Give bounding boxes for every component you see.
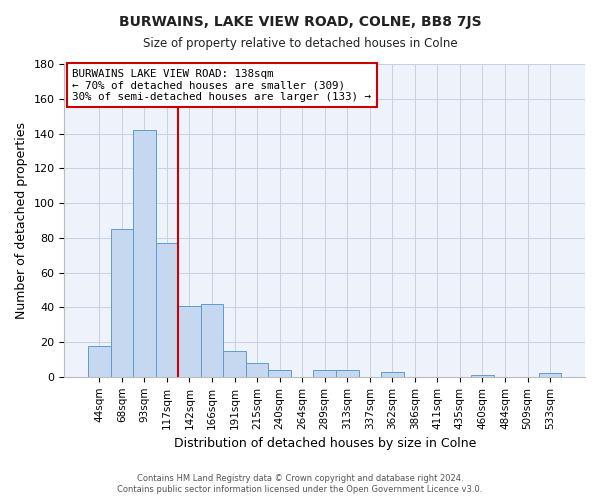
- Bar: [381, 372, 404, 377]
- Text: Size of property relative to detached houses in Colne: Size of property relative to detached ho…: [143, 38, 457, 51]
- Bar: [313, 370, 336, 377]
- Y-axis label: Number of detached properties: Number of detached properties: [15, 122, 28, 319]
- Bar: [246, 363, 268, 377]
- Bar: [201, 304, 223, 377]
- Bar: [88, 346, 110, 377]
- Bar: [110, 229, 133, 377]
- X-axis label: Distribution of detached houses by size in Colne: Distribution of detached houses by size …: [173, 437, 476, 450]
- Bar: [336, 370, 359, 377]
- Text: BURWAINS, LAKE VIEW ROAD, COLNE, BB8 7JS: BURWAINS, LAKE VIEW ROAD, COLNE, BB8 7JS: [119, 15, 481, 29]
- Text: BURWAINS LAKE VIEW ROAD: 138sqm
← 70% of detached houses are smaller (309)
30% o: BURWAINS LAKE VIEW ROAD: 138sqm ← 70% of…: [72, 68, 371, 102]
- Bar: [178, 306, 201, 377]
- Bar: [539, 374, 562, 377]
- Bar: [223, 351, 246, 377]
- Bar: [268, 370, 291, 377]
- Bar: [155, 243, 178, 377]
- Text: Contains HM Land Registry data © Crown copyright and database right 2024.
Contai: Contains HM Land Registry data © Crown c…: [118, 474, 482, 494]
- Bar: [471, 375, 494, 377]
- Bar: [133, 130, 155, 377]
